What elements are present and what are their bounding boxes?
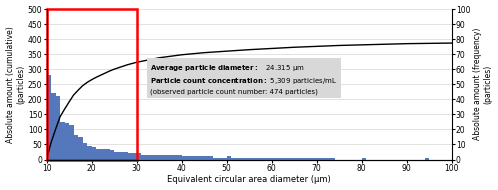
Bar bbox=[321, 158, 326, 159]
Bar bbox=[145, 155, 150, 159]
Bar bbox=[253, 158, 258, 159]
Bar bbox=[186, 157, 191, 159]
Bar bbox=[240, 158, 245, 159]
Bar bbox=[177, 155, 182, 159]
Bar bbox=[267, 158, 271, 159]
Bar bbox=[249, 158, 253, 159]
Bar bbox=[127, 154, 132, 159]
Bar bbox=[222, 158, 227, 159]
Bar bbox=[163, 155, 168, 159]
Bar bbox=[231, 158, 236, 159]
Bar bbox=[132, 154, 136, 159]
Bar bbox=[303, 158, 308, 159]
Bar bbox=[289, 158, 294, 159]
Bar bbox=[78, 137, 83, 159]
Bar bbox=[285, 158, 289, 159]
Bar bbox=[200, 157, 204, 159]
Bar bbox=[136, 154, 141, 159]
Text: $\mathbf{Average\ particle\ diameter:}$   24.315 μm
$\mathbf{Particle\ count\ co: $\mathbf{Average\ particle\ diameter:}$ … bbox=[150, 63, 337, 94]
Bar bbox=[258, 158, 262, 159]
Bar bbox=[227, 157, 231, 159]
Bar bbox=[159, 155, 163, 159]
Bar bbox=[312, 158, 317, 159]
Bar bbox=[87, 146, 92, 159]
X-axis label: Equivalent circular area diameter (μm): Equivalent circular area diameter (μm) bbox=[167, 175, 331, 184]
Bar bbox=[308, 158, 312, 159]
Bar bbox=[245, 158, 249, 159]
Bar bbox=[330, 158, 335, 159]
Bar bbox=[60, 122, 65, 159]
Bar bbox=[294, 158, 299, 159]
Bar bbox=[209, 157, 213, 159]
Bar bbox=[150, 155, 154, 159]
Bar bbox=[191, 157, 195, 159]
Bar bbox=[105, 149, 110, 159]
Bar bbox=[123, 152, 127, 159]
Bar bbox=[101, 149, 105, 159]
Bar bbox=[51, 93, 55, 159]
Bar bbox=[69, 125, 74, 159]
Bar bbox=[262, 158, 267, 159]
Bar bbox=[236, 158, 240, 159]
Bar bbox=[362, 158, 366, 159]
Bar bbox=[172, 155, 177, 159]
Y-axis label: Absolute amount (frequency)
(particles): Absolute amount (frequency) (particles) bbox=[473, 28, 493, 140]
Bar bbox=[276, 158, 280, 159]
Bar bbox=[92, 147, 96, 159]
Bar bbox=[46, 9, 136, 159]
Bar bbox=[182, 157, 186, 159]
Bar bbox=[96, 149, 101, 159]
Bar bbox=[55, 96, 60, 159]
Bar bbox=[114, 152, 119, 159]
Bar bbox=[195, 157, 200, 159]
Bar bbox=[65, 123, 69, 159]
Bar bbox=[299, 158, 303, 159]
Bar bbox=[141, 155, 145, 159]
Bar bbox=[425, 158, 429, 159]
Bar bbox=[213, 158, 218, 159]
Y-axis label: Absolute amount (cumulative)
(particles): Absolute amount (cumulative) (particles) bbox=[5, 26, 25, 143]
Bar bbox=[74, 135, 78, 159]
Bar bbox=[168, 155, 172, 159]
Bar bbox=[46, 75, 51, 159]
Bar bbox=[204, 157, 209, 159]
Bar bbox=[271, 158, 276, 159]
Bar bbox=[317, 158, 321, 159]
Bar bbox=[326, 158, 330, 159]
Bar bbox=[280, 158, 285, 159]
Bar bbox=[83, 143, 87, 159]
Bar bbox=[218, 158, 222, 159]
Bar bbox=[154, 155, 159, 159]
Bar bbox=[119, 152, 123, 159]
Bar bbox=[110, 150, 114, 159]
